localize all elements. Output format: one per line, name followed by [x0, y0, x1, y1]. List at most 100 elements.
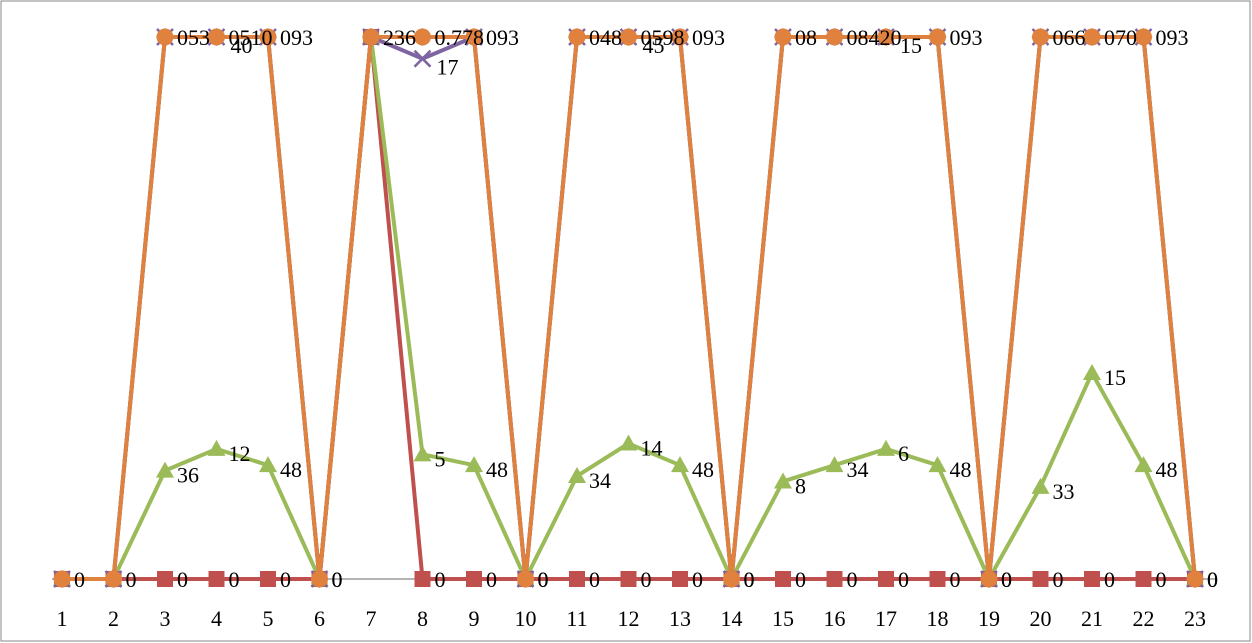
data-label-s2-11: 14: [641, 436, 663, 461]
data-label-s2-12: 48: [692, 457, 714, 482]
data-point-s4-18: [980, 570, 998, 588]
x-tick-label: 14: [721, 606, 743, 631]
data-label-s2-4: 48: [280, 457, 302, 482]
data-point-s1-11: [620, 571, 637, 587]
data-label-s4-2: 053: [177, 25, 210, 50]
data-point-s4-10: [568, 28, 586, 46]
data-label-s3-11: 45: [643, 33, 665, 58]
data-label-s4-17: 093: [950, 25, 983, 50]
x-tick-label: 7: [366, 606, 377, 631]
data-label-s2-14: 8: [795, 473, 806, 498]
data-label-layer: 0 0 0 0 0 0 0 0 0 0 0 0 0 0 0 0 0 0 0 0 0 36 12 48 5 48 34 14 48 8 34 6…: [74, 25, 1218, 592]
data-point-s2-21: [1134, 456, 1153, 473]
data-point-s1-12: [672, 571, 688, 587]
data-point-s4-0: [53, 570, 71, 588]
data-point-s2-7: [413, 445, 432, 462]
data-point-s4-4: [259, 28, 277, 46]
x-tick-label: 20: [1030, 606, 1052, 631]
data-label-s4-18: 0: [1001, 567, 1012, 592]
x-tick-label: 21: [1081, 606, 1103, 631]
data-point-s4-1: [105, 570, 122, 588]
x-tick-layer: 1 2 3 4 5 6 7 8 9 10 11 12 13 14 15 16 17 18 19 20 21 22 23: [57, 606, 1207, 631]
data-point-s4-8: [465, 28, 483, 46]
data-point-s1-17: [929, 571, 946, 587]
data-label-s2-21: 48: [1156, 457, 1178, 482]
data-point-s4-15: [826, 28, 843, 46]
series-line-2: [60, 35, 1197, 581]
data-point-s2-12: [671, 456, 689, 473]
data-point-s2-14: [774, 472, 792, 489]
data-label-s2-17: 48: [950, 457, 972, 482]
data-label-s1-18: 0: [1001, 567, 1012, 592]
data-point-s4-19: [1032, 28, 1049, 46]
data-point-s4-21: [1135, 28, 1152, 46]
data-label-s4-0: 0: [74, 567, 85, 592]
data-point-s2-3: [207, 439, 226, 456]
data-point-s4-22: [1186, 570, 1204, 588]
data-point-s4-20: [1083, 28, 1101, 46]
data-point-s1-16: [878, 571, 894, 587]
data-point-s2-4: [259, 456, 277, 473]
x-tick-label: 5: [263, 606, 274, 631]
x-tick-label: 23: [1184, 606, 1206, 631]
data-point-s4-6: [362, 28, 380, 46]
x-tick-label: 13: [669, 606, 691, 631]
data-label-s4-20: 070: [1104, 25, 1137, 50]
series-line-4: [60, 35, 1197, 581]
data-label-s1-19: 0: [1053, 567, 1064, 592]
data-label-s4-8: 093: [486, 25, 519, 50]
data-point-s1-3: [208, 571, 225, 587]
data-label-s1-14: 0: [795, 567, 806, 592]
data-label-s4-15: 08420: [847, 25, 902, 50]
data-label-s1-7: 0: [435, 567, 446, 592]
data-point-s2-10: [568, 467, 586, 484]
data-point-s4-11: [620, 28, 637, 46]
x-tick-label: 19: [978, 606, 1000, 631]
data-label-s2-19: 33: [1053, 479, 1075, 504]
data-label-s4-19: 066: [1053, 25, 1086, 50]
x-tick-label: 8: [417, 606, 428, 631]
data-label-s1-20: 0: [1104, 567, 1115, 592]
data-point-s1-19: [1032, 571, 1049, 587]
data-label-s1-21: 0: [1156, 567, 1167, 592]
data-label-s4-11: 0598: [641, 25, 685, 50]
data-label-s1-8: 0: [486, 567, 497, 592]
data-label-s1-22: 0: [1207, 567, 1218, 592]
data-label-s4-9: 0: [538, 567, 549, 592]
data-point-s4-17: [929, 28, 946, 46]
data-label-s1-13: 0: [744, 567, 755, 592]
x-tick-label: 3: [160, 606, 171, 631]
data-label-s4-21: 093: [1156, 25, 1189, 50]
data-point-s1-8: [466, 571, 482, 587]
data-label-s1-2: 0: [177, 567, 188, 592]
data-label-s4-13: 0: [744, 567, 755, 592]
data-label-s1-16: 0: [898, 567, 909, 592]
data-point-s4-12: [671, 28, 689, 46]
data-label-s2-16: 6: [898, 441, 909, 466]
x-tick-label: 15: [772, 606, 794, 631]
data-label-s1-10: 0: [589, 567, 600, 592]
data-point-s4-9: [517, 570, 534, 588]
x-tick-label: 18: [927, 606, 949, 631]
data-point-s2-17: [928, 456, 947, 473]
data-label-s4-4: 093: [280, 25, 313, 50]
data-label-s4-10: 048: [589, 25, 622, 50]
data-label-s2-20: 15: [1104, 365, 1126, 390]
data-point-s2-19: [1031, 477, 1050, 494]
data-label-s4-7: 0.778: [435, 25, 485, 50]
data-point-s2-8: [465, 456, 483, 473]
data-label-s1-4: 0: [280, 567, 291, 592]
data-point-s1-15: [826, 571, 843, 587]
data-label-s3-7: 17: [437, 55, 459, 80]
data-point-s4-14: [774, 28, 792, 46]
data-label-s4-6: 236: [383, 25, 416, 50]
data-point-s4-3: [208, 28, 225, 46]
x-tick-label: 9: [469, 606, 480, 631]
series-layer: [53, 28, 1204, 588]
data-label-s2-7: 5: [435, 446, 446, 471]
data-label-s3-16: 15: [900, 33, 922, 58]
x-tick-label: 2: [108, 606, 119, 631]
x-tick-label: 16: [824, 606, 846, 631]
data-point-s1-14: [775, 571, 791, 587]
